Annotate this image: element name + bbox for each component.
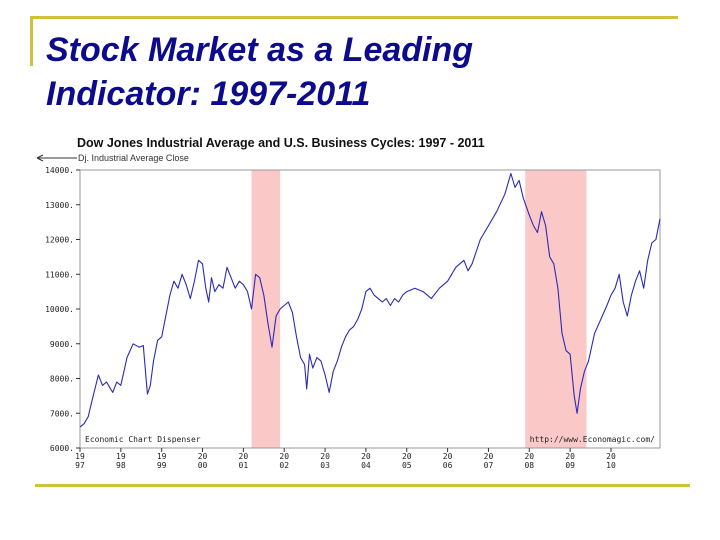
x-tick-label-top: 20 [279,452,289,461]
x-tick-label-top: 20 [565,452,575,461]
x-tick-label-bottom: 06 [443,461,453,470]
source-left: Economic Chart Dispenser [85,435,201,444]
x-tick-label-top: 20 [443,452,453,461]
chart-legend: Dj. Industrial Average Close [36,153,189,163]
source-right: http://www.Economagic.com/ [530,435,655,444]
x-tick-label-top: 19 [116,452,126,461]
y-tick-label: 6000. [50,444,74,453]
x-tick-label-top: 20 [239,452,249,461]
recession-bands [251,170,587,448]
chart-title: Dow Jones Industrial Average and U.S. Bu… [77,136,485,150]
bottom-rule [35,484,690,487]
x-tick-label-top: 19 [75,452,85,461]
dow-jones-chart: Dow Jones Industrial Average and U.S. Bu… [36,136,661,470]
x-tick-label-top: 20 [402,452,412,461]
legend-label: Dj. Industrial Average Close [78,153,189,163]
x-tick-label-bottom: 99 [157,461,167,470]
top-rule [33,16,678,19]
x-tick-label-bottom: 07 [484,461,494,470]
y-tick-label: 12000. [45,236,74,245]
slide-title-line-1: Stock Market as a Leading [46,31,474,69]
y-tick-label: 7000. [50,409,74,418]
x-tick-label-bottom: 10 [606,461,616,470]
x-tick-label-top: 20 [484,452,494,461]
x-tick-label-bottom: 97 [75,461,85,470]
x-tick-label-bottom: 98 [116,461,126,470]
x-tick-label-top: 19 [157,452,167,461]
x-tick-label-bottom: 00 [198,461,208,470]
y-axis: 6000. 7000. 8000. 9000. 10000. 11000. 12000. 13… [45,166,80,453]
x-tick-label-bottom: 09 [565,461,575,470]
y-tick-label: 9000. [50,340,74,349]
y-tick-label: 10000. [45,305,74,314]
x-tick-label-top: 20 [606,452,616,461]
x-tick-label-top: 20 [320,452,330,461]
x-tick-label-bottom: 03 [320,461,330,470]
dow-jones-series-line [79,172,661,428]
left-rule [30,16,33,66]
x-tick-label-bottom: 05 [402,461,412,470]
x-tick-label-top: 20 [524,452,534,461]
x-tick-label-top: 20 [198,452,208,461]
y-tick-label: 8000. [50,375,74,384]
x-tick-label-bottom: 08 [524,461,534,470]
x-tick-label-bottom: 02 [279,461,289,470]
y-tick-label: 14000. [45,166,74,175]
x-tick-label-bottom: 01 [239,461,249,470]
slide-title: Stock Market as a Leading Indicator: 199… [46,28,473,116]
y-tick-label: 13000. [45,201,74,210]
slide-title-line-2: Indicator: 1997-2011 [46,75,371,113]
x-tick-label-bottom: 04 [361,461,371,470]
x-tick-label-top: 20 [361,452,371,461]
x-axis: 1997199819992000200120022003200420052006… [75,448,616,470]
legend-arrow-icon [36,154,44,162]
y-tick-label: 11000. [45,270,74,279]
series-layer [79,172,661,428]
recession-band-2 [525,170,587,448]
